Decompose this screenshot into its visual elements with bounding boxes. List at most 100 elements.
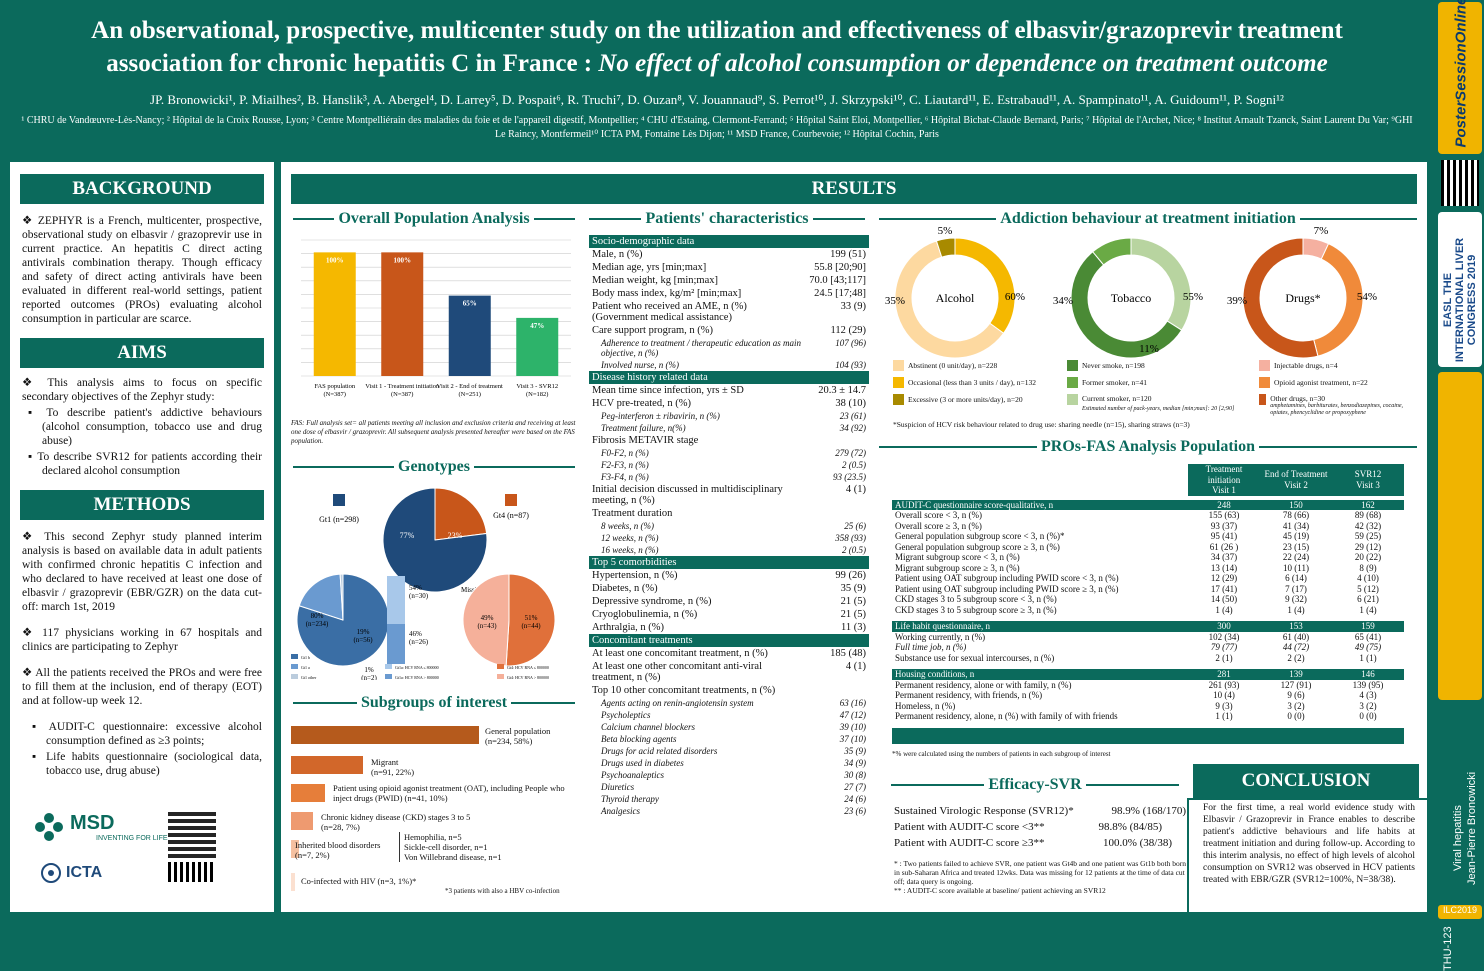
subgroups-chart: General population (n=234, 58%) Migrant (n…	[291, 720, 579, 910]
legend-label: Gt1 b	[301, 655, 310, 660]
row-label: Treatment duration	[592, 508, 673, 519]
row-value: 139 (95)	[1352, 679, 1384, 690]
row-value: 47 (12)	[839, 710, 866, 720]
row-value: 102 (34)	[1208, 631, 1240, 642]
legend-item: Opioid agonist treatment, n=22	[1259, 377, 1421, 388]
svr-row: Sustained Virologic Response (SVR12)* 98.…	[894, 805, 1186, 817]
poster-session-logo[interactable]: PosterSessionOnline	[1438, 0, 1482, 154]
results-heading: RESULTS	[291, 174, 1417, 204]
legend-label: Gt1 a	[301, 665, 310, 670]
row-value: 61 (40)	[1282, 631, 1310, 642]
row-value: 37 (10)	[839, 734, 866, 744]
row-label: Patient using OAT subgroup including PWI…	[895, 573, 1119, 583]
table-row: Peg-interferon ± ribavirin, n (%) 23 (61)	[589, 410, 869, 422]
row-value: 70.0 [43;117]	[809, 275, 866, 286]
row-value	[806, 556, 869, 569]
table-row: At least one concomitant treatment, n (%…	[589, 647, 869, 660]
subgroups-note: *3 patients with also a HBV co-infection	[445, 887, 560, 895]
row-value: 45 (19)	[1282, 531, 1310, 541]
pros-header-row: Treatment initiation Visit 1 End of Treatm…	[892, 464, 1404, 496]
table-section-header: Housing conditions, n 281 139 146	[892, 669, 1404, 680]
svr-note-2: ** : AUDIT-C score available at baseline…	[894, 886, 1106, 895]
table-row: CKD stages 3 to 5 subgroup score ≥ 3, n …	[892, 605, 1404, 616]
row-value: 95 (41)	[1210, 531, 1238, 541]
svr-row: Patient with AUDIT-C score ≥3** 100.0% (3…	[894, 837, 1172, 849]
row-label: Disease history related data	[589, 371, 807, 384]
row-value: 49 (75)	[1354, 642, 1382, 652]
row-value: 20.3 ± 14.7	[818, 385, 866, 396]
qr-code-icon[interactable]	[1441, 160, 1479, 206]
table-row: Median age, yrs [min;max] 55.8 [20;90]	[589, 261, 869, 274]
row-value: 9 (3)	[1215, 700, 1233, 711]
table-row: Diabetes, n (%) 35 (9)	[589, 582, 869, 595]
row-value: 34 (92)	[839, 423, 866, 433]
table-row: Involved nurse, n (%) 104 (93)	[589, 359, 869, 371]
row-label: General population subgroup score ≥ 3, n…	[895, 541, 1060, 552]
row-value	[806, 684, 869, 697]
table-row: Care support program, n (%) 112 (29)	[589, 324, 869, 337]
legend-label: Gt4: HCV RNA ≤ 800000	[507, 665, 549, 670]
row-label: Treatment failure, n(%)	[601, 423, 686, 433]
sidebar-labels: Viral hepatitis Jean-Pierre Bronowicki T…	[1442, 771, 1478, 971]
donut-title: Drugs*	[1285, 291, 1320, 305]
qr-code-icon[interactable]	[168, 862, 216, 882]
overall-heading: Overall Population Analysis	[289, 210, 579, 228]
table-row: Treatment failure, n(%) 34 (92)	[589, 422, 869, 434]
section-count: 248	[1188, 499, 1260, 510]
row-value: 10 (4)	[1213, 690, 1235, 700]
table-row: Permanent residency, alone or with famil…	[892, 680, 1404, 691]
row-label: Thyroid therapy	[601, 794, 659, 804]
row-label: Homeless, n (%)	[895, 700, 956, 711]
row-label: Socio-demographic data	[589, 235, 807, 248]
row-value: 1 (4)	[1215, 604, 1233, 615]
icta-logo: ICTA	[40, 862, 102, 884]
row-label: 12 weeks, n (%)	[601, 533, 659, 543]
qr-code-icon[interactable]	[168, 810, 216, 858]
table-row: Depressive syndrome, n (%) 21 (5)	[589, 595, 869, 608]
row-value: 2 (2)	[1287, 652, 1305, 663]
row-value: 7 (17)	[1285, 583, 1307, 594]
row-value: 10 (11)	[1283, 562, 1309, 573]
table-section-header: Disease history related data	[589, 371, 869, 384]
row-value: 99 (26)	[835, 570, 866, 581]
row-value: 55.8 [20;90]	[814, 262, 866, 273]
data-label: 54%	[409, 584, 422, 592]
row-label: Permanent residency, with friends, n (%)	[895, 690, 1043, 700]
methods-bullet-2: ▪ Life habits questionnaire (sociologica…	[32, 751, 262, 777]
aims-intro: ❖ This analysis aims to focus on specifi…	[22, 377, 262, 403]
conclusion-heading: CONCLUSION	[1193, 764, 1419, 798]
row-value: 107 (96)	[835, 338, 866, 348]
data-label: 19%	[357, 628, 370, 636]
legend-swatch	[333, 494, 345, 506]
row-value	[806, 507, 869, 520]
subgroup-bar	[291, 756, 363, 774]
table-row: Drugs for acid related disorders 35 (9)	[589, 745, 869, 757]
gt4-subtype-slice	[462, 573, 510, 667]
row-value: 93 (37)	[1210, 520, 1238, 531]
background-heading: BACKGROUND	[20, 174, 264, 204]
row-value: 23 (61)	[839, 411, 866, 421]
genotypes-chart: 77%23%Gt1 (n=298)Gt4 (n=87)Missing data …	[291, 487, 556, 680]
genotypes-heading: Genotypes	[289, 458, 579, 476]
svr-row: Patient with AUDIT-C score <3** 98.8% (84…	[894, 821, 1162, 833]
row-label: Peg-interferon ± ribavirin, n (%)	[601, 411, 720, 421]
subgroups-heading: Subgroups of interest	[289, 694, 579, 712]
legend-swatch	[385, 664, 392, 669]
poster-title: An observational, prospective, multicent…	[91, 17, 1343, 77]
table-section-header: Life habit questionnaire, n 300 153 159	[892, 621, 1404, 632]
row-value: 29 (12)	[1354, 541, 1382, 552]
row-value: 61 (26 )	[1209, 541, 1239, 552]
row-label: Patient using OAT subgroup including PWI…	[895, 583, 1119, 594]
data-label: 7%	[1314, 225, 1329, 237]
table-row: Migrant subgroup score ≥ 3, n (%) 13 (14)…	[892, 563, 1404, 574]
row-value: 127 (91)	[1280, 679, 1312, 690]
row-value: 21 (5)	[840, 609, 866, 620]
row-value: 8 (9)	[1359, 562, 1377, 573]
table-row: 8 weeks, n (%) 25 (6)	[589, 520, 869, 532]
row-value: 23 (6)	[844, 806, 866, 816]
gt1-subtype-slice	[339, 573, 344, 621]
row-value: 185 (48)	[830, 648, 866, 659]
donut-title: Tobacco	[1111, 291, 1151, 305]
methods-heading: METHODS	[20, 490, 264, 520]
table-row: Working currently, n (%) 102 (34) 61 (40) 6…	[892, 632, 1404, 643]
